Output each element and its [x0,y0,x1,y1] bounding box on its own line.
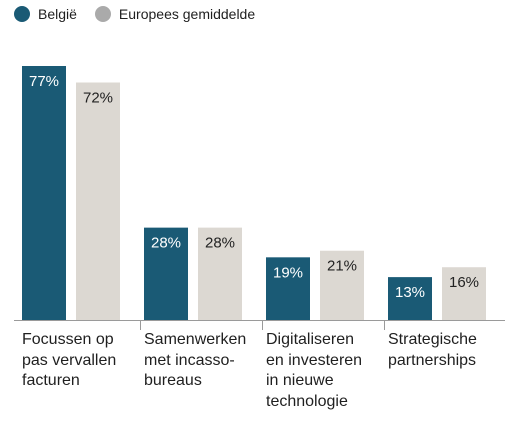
category-label-line: Digitaliseren [266,331,355,348]
category-label-line: in nieuwe [266,372,334,389]
data-label-belgie-0: 77% [29,73,59,90]
data-label-europees-1: 28% [205,235,235,252]
legend-item-europees: Europees gemiddelde [94,6,256,22]
data-label-europees-3: 16% [449,274,479,291]
bar-europees-1 [198,227,242,320]
bar-belgie-3 [388,277,432,320]
category-label-3: Strategische partnerships [388,330,508,371]
bar-europees-2 [320,250,364,320]
category-label-line: facturen [22,372,80,389]
bar-belgie-2 [266,257,310,320]
category-label-line: partnerships [388,351,477,369]
category-label-line: pas vervallen [22,351,117,369]
category-label-line: Strategische [388,331,477,348]
category-label-line: met incasso- [144,351,235,369]
legend: België Europees gemiddelde [14,6,255,22]
data-label-belgie-3: 13% [395,284,425,301]
legend-swatch-europees [94,6,111,22]
legend-label-europees: Europees gemiddelde [118,6,256,22]
data-label-europees-2: 21% [327,258,357,275]
data-label-europees-0: 72% [83,89,113,106]
bar-belgie-0 [22,66,66,320]
data-label-belgie-1: 28% [151,235,181,252]
bar-europees-0 [76,82,120,321]
category-label-line: bureaus [144,372,202,389]
bar-belgie-1 [144,227,188,320]
category-label-line: Focussen op [22,331,114,348]
legend-label-belgie: België [38,6,77,22]
legend-item-belgie: België [14,6,77,22]
category-label-0: Focussen op pas vervallen facturen [22,330,142,392]
category-label-line: en investeren [266,351,363,369]
category-label-1: Samenwerken met incasso-bureaus [144,330,264,392]
data-label-belgie-2: 19% [273,264,303,281]
category-label-line: technologie [266,392,348,410]
category-label-line: Samenwerken [144,331,247,348]
legend-swatch-belgie [14,6,30,22]
category-label-2: Digitaliseren en investeren in nieuwe techn… [266,330,386,412]
bar-europees-3 [442,267,486,320]
